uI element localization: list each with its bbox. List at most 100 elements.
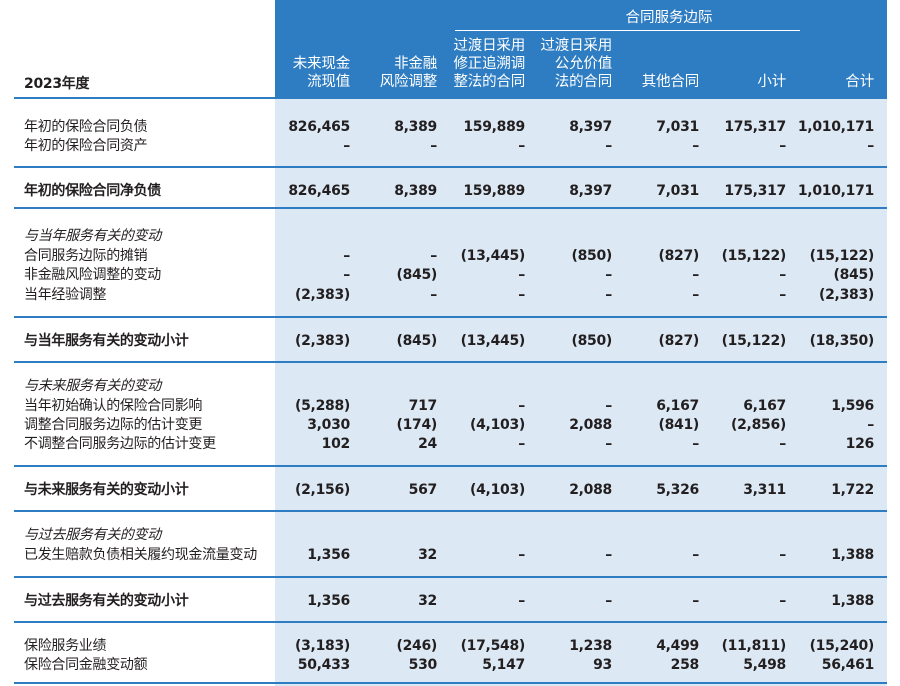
cell-total: (18,350) <box>809 333 875 349</box>
cell-fva: – <box>605 547 612 563</box>
column-header-fva-line1: 过渡日采用 <box>540 38 613 54</box>
cell-fva: 93 <box>593 657 612 673</box>
cell-ra: – <box>430 138 437 154</box>
cell-subtotal: 5,498 <box>743 657 786 673</box>
cell-fva: (850) <box>571 333 612 349</box>
cell-ra: (174) <box>396 417 437 433</box>
cell-other: – <box>692 138 699 154</box>
row-separator <box>14 621 887 623</box>
column-header-pv-line1: 未来现金 <box>292 56 350 72</box>
cell-total: 1,722 <box>831 482 874 498</box>
column-header-ra-line2: 风险调整 <box>379 74 437 90</box>
table-row: 保险合同金融变动额 50,433 530 5,147 93 258 5,498 56,461 <box>14 656 887 674</box>
row-separator <box>14 576 887 578</box>
cell-ra: 8,389 <box>394 119 437 135</box>
cell-pv: 826,465 <box>288 119 350 135</box>
cell-ra: 567 <box>408 482 438 498</box>
cell-fva: – <box>605 138 612 154</box>
column-header-fva-line3: 法的合同 <box>554 74 612 90</box>
row-separator <box>14 97 887 99</box>
cell-other: (841) <box>658 417 699 433</box>
row-label: 与未来服务有关的变动 <box>24 378 161 394</box>
cell-fva: (850) <box>571 248 612 264</box>
section-heading-row: 与未来服务有关的变动 <box>14 377 887 395</box>
cell-pv: (2,383) <box>295 287 350 303</box>
row-separator <box>14 510 887 512</box>
cell-pv: (5,288) <box>295 398 350 414</box>
row-label: 不调整合同服务边际的估计变更 <box>24 436 216 452</box>
cell-other: 4,499 <box>656 638 699 654</box>
cell-subtotal: – <box>779 547 786 563</box>
column-header-fra-line2: 修正追溯调 <box>453 56 526 72</box>
cell-fva: 2,088 <box>569 417 612 433</box>
row-label: 与当年服务有关的变动小计 <box>24 333 189 349</box>
cell-pv: 826,465 <box>288 183 350 199</box>
row-label: 合同服务边际的摊销 <box>24 248 148 264</box>
subtotal-row: 与未来服务有关的变动小计 (2,156) 567 (4,103) 2,088 5,326 3… <box>14 481 887 499</box>
column-header-other-line1: 其他合同 <box>641 74 699 90</box>
cell-other: 5,326 <box>656 482 699 498</box>
table-row: 调整合同服务边际的估计变更 3,030 (174) (4,103) 2,088 (841)… <box>14 416 887 434</box>
cell-pv: – <box>343 248 350 264</box>
cell-other: (827) <box>658 248 699 264</box>
subtotal-row: 与过去服务有关的变动小计 1,356 32 – – – – 1,388 <box>14 592 887 610</box>
cell-other: – <box>692 547 699 563</box>
cell-fva: 1,238 <box>569 638 612 654</box>
cell-total: (15,122) <box>809 248 875 264</box>
table-row: 年初的保险合同负债 826,465 8,389 159,889 8,397 7,031 17… <box>14 118 887 136</box>
cell-ra: (845) <box>396 267 437 283</box>
row-label: 年初的保险合同净负债 <box>24 183 161 199</box>
cell-fva: 8,397 <box>569 119 612 135</box>
cell-total: 1,596 <box>831 398 874 414</box>
cell-other: – <box>692 436 699 452</box>
cell-fra: (17,548) <box>460 638 526 654</box>
table-row: 已发生赔款负债相关履约现金流量变动 1,356 32 – – – – 1,388 <box>14 546 887 564</box>
column-header-fra-line3: 整法的合同 <box>453 74 526 90</box>
table-row: 保险服务业绩 (3,183) (246) (17,548) 1,238 4,499 (11,… <box>14 637 887 655</box>
cell-subtotal: 175,317 <box>724 119 786 135</box>
table-row: 非金融风险调整的变动 – (845) – – – – (845) <box>14 266 887 284</box>
cell-total: (845) <box>833 267 874 283</box>
table-row: 年初的保险合同资产 – – – – – – – <box>14 137 887 155</box>
section-heading-row: 与过去服务有关的变动 <box>14 526 887 544</box>
cell-fra: (13,445) <box>460 333 526 349</box>
row-label: 与当年服务有关的变动 <box>24 228 161 244</box>
column-header-ra-line1: 非金融 <box>394 56 437 72</box>
cell-ra: (845) <box>396 333 437 349</box>
cell-fra: (4,103) <box>470 417 525 433</box>
column-header-fra-line1: 过渡日采用 <box>453 38 526 54</box>
cell-ra: (246) <box>396 638 437 654</box>
cell-fva: 2,088 <box>569 482 612 498</box>
cell-pv: 3,030 <box>307 417 350 433</box>
row-separator <box>14 465 887 467</box>
cell-ra: 530 <box>408 657 438 673</box>
row-label: 当年经验调整 <box>24 287 107 303</box>
cell-fra: – <box>518 547 525 563</box>
cell-fra: – <box>518 138 525 154</box>
group-title-rule <box>455 30 800 31</box>
cell-subtotal: – <box>779 593 786 609</box>
cell-ra: 32 <box>418 593 437 609</box>
cell-pv: – <box>343 138 350 154</box>
cell-total: 1,010,171 <box>797 183 874 199</box>
cell-subtotal: – <box>779 436 786 452</box>
cell-total: (2,383) <box>819 287 874 303</box>
row-separator <box>14 207 887 209</box>
cell-fra: 5,147 <box>482 657 525 673</box>
cell-subtotal: (2,856) <box>731 417 786 433</box>
row-label: 已发生赔款负债相关履约现金流量变动 <box>24 547 257 563</box>
cell-pv: (2,383) <box>295 333 350 349</box>
cell-pv: 50,433 <box>297 657 351 673</box>
cell-total: 1,388 <box>831 547 874 563</box>
row-label: 保险服务业绩 <box>24 638 107 654</box>
cell-fra: – <box>518 593 525 609</box>
row-label: 年初的保险合同资产 <box>24 138 148 154</box>
cell-other: 258 <box>670 657 700 673</box>
cell-other: (827) <box>658 333 699 349</box>
cell-fra: – <box>518 287 525 303</box>
cell-pv: 102 <box>321 436 351 452</box>
subtotal-row: 年初的保险合同净负债 826,465 8,389 159,889 8,397 7,031 1… <box>14 182 887 200</box>
cell-other: 7,031 <box>656 183 699 199</box>
row-label: 保险合同金融变动额 <box>24 657 148 673</box>
cell-subtotal: – <box>779 287 786 303</box>
